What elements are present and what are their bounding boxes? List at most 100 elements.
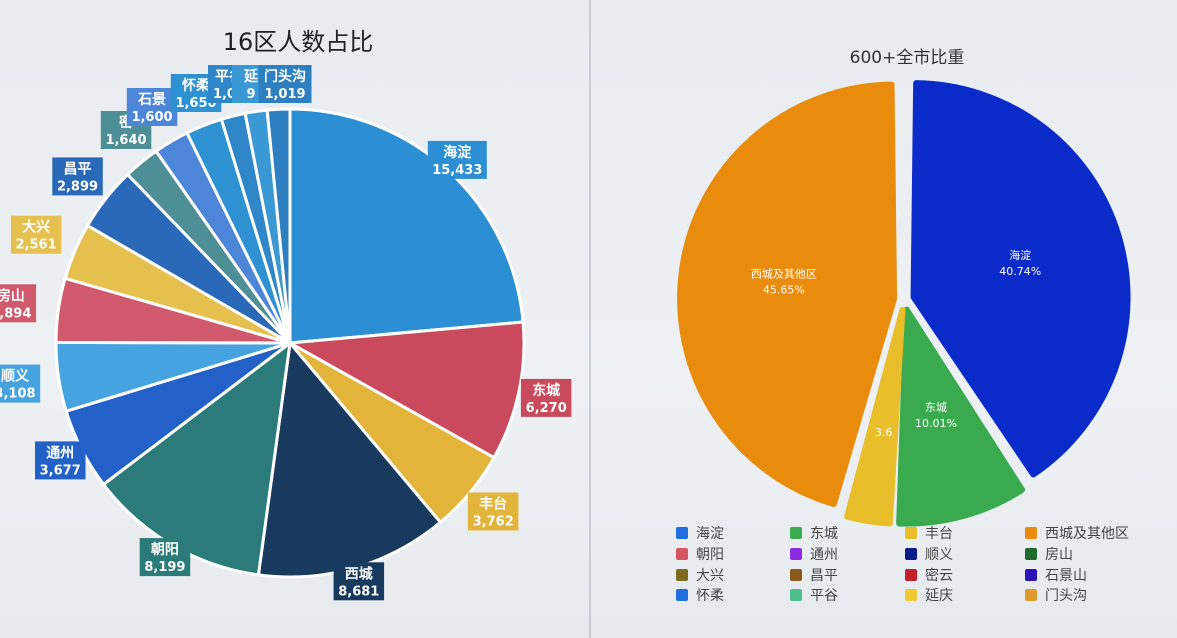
data-label-1: 东城 6,270 (520, 378, 572, 417)
legend-label: 大兴 (696, 568, 724, 584)
slice-label-name: 东城 (925, 401, 947, 414)
legend-swatch (676, 569, 688, 581)
legend-item[interactable]: 昌平 (790, 568, 838, 584)
data-label-0: 海淀 15,433 (427, 140, 487, 179)
data-label-15: 门头沟 1,019 (258, 65, 312, 103)
legend-label: 平谷 (810, 588, 838, 604)
legend-swatch (905, 569, 917, 581)
legend-item[interactable]: 石景山 (1025, 568, 1087, 584)
pie-slice-0[interactable] (910, 80, 1131, 478)
legend-swatch (790, 589, 802, 601)
slice-label-value: 3.6 (875, 426, 893, 439)
legend-label: 石景山 (1045, 568, 1087, 584)
chart-title: 16区人数占比 (223, 28, 374, 56)
data-label-value: 3,677 (40, 463, 81, 478)
legend-item[interactable]: 顺义 (905, 547, 953, 563)
legend-item[interactable]: 延庆 (905, 588, 953, 604)
data-label-4: 朝阳 8,199 (139, 538, 191, 577)
pie-slice-1[interactable] (288, 320, 526, 460)
pie-slice-1[interactable] (896, 306, 1026, 527)
data-label-value: 8,199 (144, 560, 185, 575)
data-label-box (139, 538, 191, 577)
legend-swatch (790, 569, 802, 581)
legend-label: 朝阳 (696, 547, 724, 563)
slice-label-value: 45.65% (763, 284, 805, 297)
data-label-2: 丰台 3,762 (467, 492, 519, 531)
citywide-share-pie-chart: 600+全市比重 海淀 40.74% 东城 10.01% 3.6 西城及其他区 45.65%… (676, 48, 1131, 604)
slice-label-value: 10.01% (915, 417, 957, 430)
panel-divider (589, 0, 591, 638)
legend-item[interactable]: 密云 (905, 567, 953, 584)
legend-swatch (1025, 569, 1037, 581)
data-label-name: 门头沟 (264, 68, 306, 85)
data-label-value: 1,019 (264, 87, 305, 102)
legend-item[interactable]: 东城 (790, 526, 838, 542)
legend-label: 顺义 (925, 547, 953, 563)
slice-label-1: 东城 10.01% (915, 401, 957, 430)
legend-swatch (676, 589, 688, 601)
data-label-value: 15,433 (432, 163, 482, 178)
pie-slice-2[interactable] (844, 306, 906, 527)
data-label-box (333, 562, 385, 601)
data-label-3: 西城 8,681 (333, 562, 385, 601)
legend-item[interactable]: 海淀 (676, 526, 724, 542)
data-label-value: 9 (246, 87, 255, 102)
data-label-name: 朝阳 (151, 541, 179, 558)
data-label-value: 1,640 (105, 133, 146, 148)
data-label-box (0, 364, 41, 403)
data-label-name: 顺义 (1, 368, 29, 385)
district-headcount-pie-chart: 16区人数占比 海淀 15,433 东城 6,270 丰台 3,762 西城 8,681 朝阳 8… (0, 28, 572, 601)
legend-item[interactable]: 朝阳 (676, 547, 724, 563)
legend-label: 门头沟 (1045, 588, 1087, 604)
legend-swatch (790, 548, 802, 560)
pie-slice-15[interactable] (265, 107, 292, 345)
data-label-6: 顺义 3,108 (0, 364, 41, 403)
slice-label-3: 西城及其他区 45.65% (751, 268, 817, 297)
legend-swatch (676, 548, 688, 560)
data-label-box (35, 441, 86, 480)
legend-swatch (905, 527, 917, 539)
chart-title: 600+全市比重 (850, 48, 965, 68)
legend-label: 西城及其他区 (1045, 526, 1129, 542)
legend-swatch (905, 548, 917, 560)
data-label-name: 房山 (0, 287, 25, 304)
data-label-box (52, 157, 103, 196)
slice-label-name: 西城及其他区 (751, 268, 817, 281)
legend-swatch (905, 589, 917, 601)
legend-item[interactable]: 房山 (1025, 547, 1073, 563)
slice-label-0: 海淀 40.74% (999, 248, 1041, 278)
data-label-box (126, 88, 178, 126)
data-label-box (520, 378, 572, 417)
data-label-name: 海淀 (443, 144, 472, 161)
data-label-value: 1,600 (131, 110, 172, 125)
legend-item[interactable]: 门头沟 (1025, 588, 1087, 604)
slice-label-name: 海淀 (1009, 248, 1031, 262)
data-label-5: 通州 3,677 (35, 441, 86, 480)
data-label-value: 3,108 (0, 387, 36, 402)
data-label-name: 东城 (532, 382, 560, 399)
legend-label: 昌平 (810, 568, 838, 584)
legend-item[interactable]: 丰台 (905, 526, 953, 542)
data-label-value: 2,561 (16, 238, 57, 253)
legend-swatch (1025, 527, 1037, 539)
legend-item[interactable]: 大兴 (676, 568, 724, 584)
data-label-name: 通州 (46, 445, 74, 461)
data-label-box (10, 215, 62, 254)
legend-swatch (1025, 589, 1037, 601)
legend-item[interactable]: 怀柔 (676, 588, 724, 604)
data-label-name: 延 (243, 68, 259, 85)
pie-slice-3[interactable] (677, 81, 898, 507)
data-label-value: 2,894 (0, 306, 31, 321)
pie-slice-0[interactable] (288, 107, 525, 345)
legend-label: 房山 (1045, 547, 1073, 563)
legend-label: 怀柔 (696, 588, 724, 604)
data-label-box (258, 65, 312, 103)
data-label-box (0, 284, 37, 323)
legend-item[interactable]: 平谷 (790, 588, 838, 604)
data-label-value: 3,762 (473, 515, 514, 530)
data-label-name: 怀柔 (182, 77, 211, 94)
legend-item[interactable]: 西城及其他区 (1025, 526, 1129, 542)
legend-item[interactable]: 通州 (790, 547, 838, 563)
legend-label: 密云 (925, 567, 953, 584)
